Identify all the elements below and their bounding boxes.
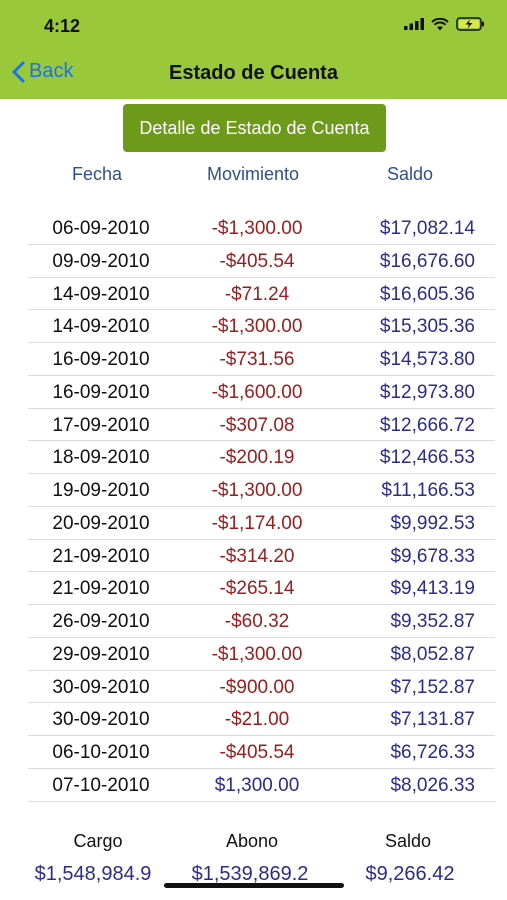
row-movement: -$200.19 xyxy=(219,447,295,469)
table-row: 29-09-2010 -$1,300.00 $8,052.87 xyxy=(28,638,495,671)
row-date: 30-09-2010 xyxy=(52,709,150,731)
row-balance: $9,352.87 xyxy=(390,611,475,632)
account-detail-button[interactable]: Detalle de Estado de Cuenta xyxy=(123,104,386,152)
row-movement: -$314.20 xyxy=(219,545,295,567)
row-date: 21-09-2010 xyxy=(52,545,150,567)
row-movement: -$731.56 xyxy=(219,349,295,370)
row-balance: $14,573.80 xyxy=(379,349,475,370)
table-row: 17-09-2010 -$307.08 $12,666.72 xyxy=(28,409,495,442)
row-balance: $8,052.87 xyxy=(390,643,475,665)
summary-charge-value: $1,548,984.9 xyxy=(34,863,152,885)
row-movement: -$1,300.00 xyxy=(211,480,303,501)
table-row: 07-10-2010 $1,300.00 $8,026.33 xyxy=(28,769,495,802)
row-movement: -$405.54 xyxy=(219,742,295,763)
row-date: 16-09-2010 xyxy=(52,349,150,370)
row-balance: $16,676.60 xyxy=(379,250,475,272)
row-movement: -$1,300.00 xyxy=(211,643,303,665)
table-row: 30-09-2010 -$21.00 $7,131.87 xyxy=(28,703,495,736)
table-row: 21-09-2010 -$314.20 $9,678.33 xyxy=(28,540,495,573)
table-row: 16-09-2010 -$1,600.00 $12,973.80 xyxy=(28,376,495,409)
table-row: 26-09-2010 -$60.32 $9,352.87 xyxy=(28,605,495,638)
top-bar: 4:12 Back Estado de Cuenta xyxy=(0,0,507,99)
table-row: 16-09-2010 -$731.56 $14,573.80 xyxy=(28,343,495,376)
chevron-left-icon xyxy=(12,61,25,82)
column-header-movement: Movimiento xyxy=(206,164,300,184)
table-row: 18-09-2010 -$200.19 $12,466.53 xyxy=(28,441,495,474)
table-row: 20-09-2010 -$1,174.00 $9,992.53 xyxy=(28,507,495,540)
row-balance: $9,413.19 xyxy=(390,578,475,600)
row-date: 16-09-2010 xyxy=(52,381,150,403)
row-date: 26-09-2010 xyxy=(52,611,150,632)
page-title: Estado de Cuenta xyxy=(169,62,338,84)
cellular-signal-icon xyxy=(404,18,424,30)
table-row: 21-09-2010 -$265.14 $9,413.19 xyxy=(28,572,495,605)
row-balance: $7,131.87 xyxy=(390,709,475,731)
status-time: 4:12 xyxy=(44,16,81,36)
back-button[interactable]: Back xyxy=(12,60,73,83)
table-row: 14-09-2010 -$1,300.00 $15,305.36 xyxy=(28,310,495,343)
status-icons xyxy=(404,17,485,31)
row-balance: $12,466.53 xyxy=(379,447,475,469)
row-date: 06-09-2010 xyxy=(52,218,150,239)
column-header-date: Fecha xyxy=(71,164,123,184)
table-row: 14-09-2010 -$71.24 $16,605.36 xyxy=(28,278,495,311)
row-movement: $1,300.00 xyxy=(214,774,300,796)
summary-credit-value: $1,539,869.2 xyxy=(191,863,309,885)
home-indicator xyxy=(164,883,344,888)
table-row: 19-09-2010 -$1,300.00 $11,166.53 xyxy=(28,474,495,507)
row-date: 09-09-2010 xyxy=(52,250,150,272)
row-date: 14-09-2010 xyxy=(52,283,150,305)
row-movement: -$60.32 xyxy=(224,611,290,632)
row-movement: -$1,174.00 xyxy=(211,512,303,534)
summary-charge-label: Cargo xyxy=(73,831,123,851)
back-label: Back xyxy=(29,60,74,82)
row-balance: $9,992.53 xyxy=(390,512,475,534)
row-balance: $7,152.87 xyxy=(390,676,475,698)
row-movement: -$900.00 xyxy=(219,676,295,698)
row-date: 20-09-2010 xyxy=(52,512,150,534)
column-header-balance: Saldo xyxy=(386,164,434,184)
row-movement: -$307.08 xyxy=(219,414,295,436)
summary-balance-value: $9,266.42 xyxy=(365,863,455,885)
row-date: 30-09-2010 xyxy=(52,676,150,698)
row-balance: $12,973.80 xyxy=(379,381,475,403)
row-movement: -$1,300.00 xyxy=(211,316,303,338)
row-balance: $11,166.53 xyxy=(381,480,475,501)
row-date: 14-09-2010 xyxy=(52,316,150,338)
row-movement: -$405.54 xyxy=(219,250,295,272)
table-row: 06-09-2010 -$1,300.00 $17,082.14 xyxy=(28,212,495,245)
row-date: 07-10-2010 xyxy=(52,774,150,796)
row-movement: -$1,600.00 xyxy=(211,381,303,403)
row-date: 21-09-2010 xyxy=(52,578,150,600)
row-movement: -$21.00 xyxy=(224,709,290,731)
row-balance: $8,026.33 xyxy=(390,774,475,796)
row-movement: -$71.24 xyxy=(224,283,290,305)
row-balance: $9,678.33 xyxy=(390,545,475,567)
row-date: 06-10-2010 xyxy=(52,742,150,763)
row-balance: $17,082.14 xyxy=(379,218,475,239)
row-balance: $15,305.36 xyxy=(379,316,475,338)
wifi-icon xyxy=(431,17,449,30)
row-date: 18-09-2010 xyxy=(52,447,150,469)
summary-balance-label: Saldo xyxy=(384,831,432,851)
transactions-list[interactable]: 06-09-2010 -$1,300.00 $17,082.14 09-09-2010… xyxy=(28,212,495,802)
row-balance: $6,726.33 xyxy=(390,742,475,763)
row-balance: $16,605.36 xyxy=(379,283,475,305)
row-date: 19-09-2010 xyxy=(52,480,150,501)
row-date: 17-09-2010 xyxy=(52,414,150,436)
row-date: 29-09-2010 xyxy=(52,643,150,665)
row-movement: -$265.14 xyxy=(219,578,295,600)
summary-credit-label: Abono xyxy=(225,831,279,851)
row-balance: $12,666.72 xyxy=(379,414,475,436)
table-row: 06-10-2010 -$405.54 $6,726.33 xyxy=(28,736,495,769)
table-row: 30-09-2010 -$900.00 $7,152.87 xyxy=(28,671,495,704)
row-movement: -$1,300.00 xyxy=(211,218,303,239)
table-row: 09-09-2010 -$405.54 $16,676.60 xyxy=(28,245,495,278)
battery-charging-icon xyxy=(456,17,484,31)
